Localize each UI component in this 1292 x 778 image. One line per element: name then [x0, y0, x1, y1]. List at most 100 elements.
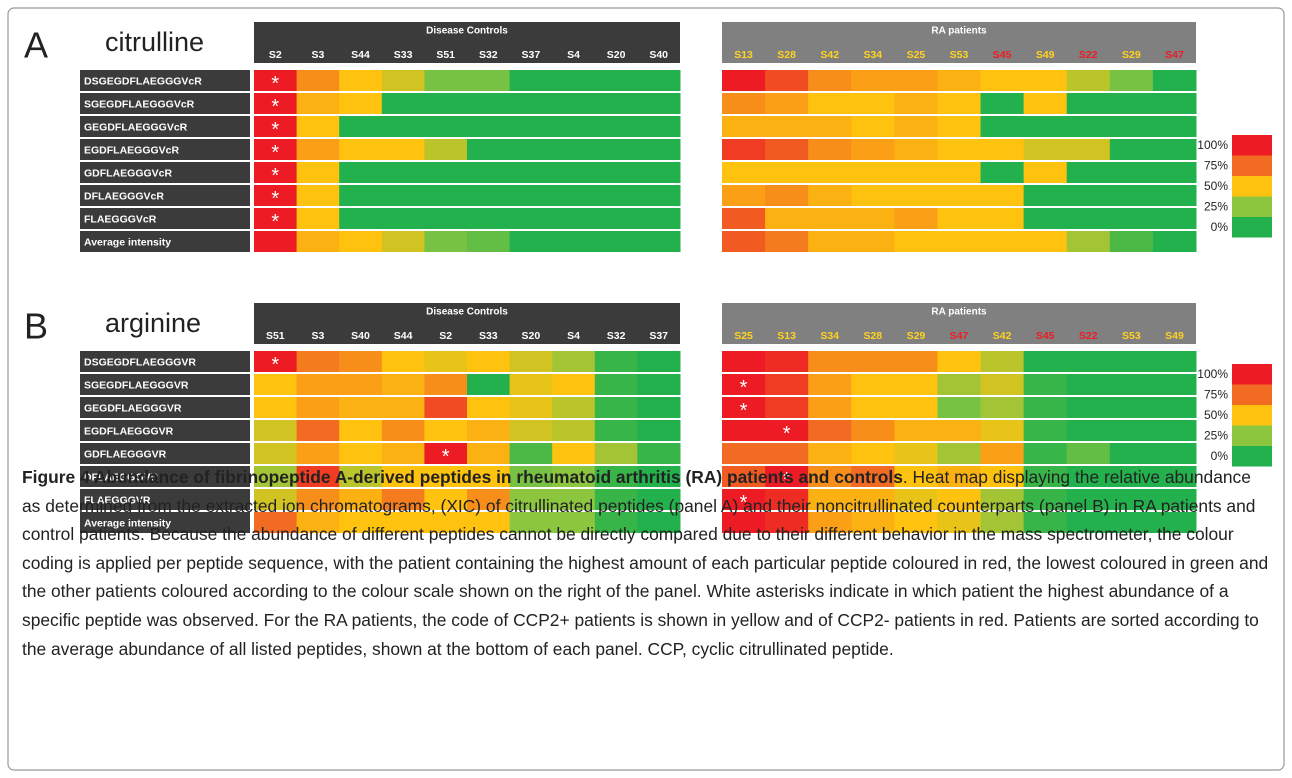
- heat-cell: [808, 162, 852, 183]
- heat-cell: [1109, 374, 1154, 395]
- heat-cell: [424, 420, 468, 441]
- heat-cell: [552, 231, 596, 252]
- row-label: DSGEGDFLAEGGGVR: [84, 356, 196, 368]
- heat-cell: [980, 512, 1025, 533]
- heat-cell: [552, 162, 596, 183]
- heat-cell: [1023, 231, 1068, 252]
- patient-code: S22: [1079, 49, 1098, 61]
- heat-cell: [509, 231, 553, 252]
- heat-cell: [894, 512, 938, 533]
- patient-code: S2: [269, 49, 282, 61]
- patient-code: S42: [993, 330, 1012, 342]
- heat-cell: [339, 351, 383, 372]
- heat-cell: [1109, 420, 1154, 441]
- heat-cell: [1066, 397, 1111, 418]
- heat-cell: [894, 231, 938, 252]
- heat-cell: [1109, 208, 1154, 229]
- heat-cell: [1023, 93, 1068, 114]
- heat-cell: [552, 139, 596, 160]
- heat-cell: [424, 489, 468, 510]
- colorbar-label: 0%: [1211, 449, 1229, 463]
- row-label-box: [80, 397, 250, 418]
- heat-cell: [1066, 489, 1111, 510]
- heat-cell: [424, 185, 468, 206]
- heat-cell: [1109, 93, 1154, 114]
- heat-cell: [552, 70, 596, 91]
- heat-cell: [808, 397, 852, 418]
- heat-cell: [1152, 489, 1197, 510]
- heat-cell: [1066, 139, 1111, 160]
- heat-cell: [765, 116, 809, 137]
- heat-cell: [1066, 374, 1111, 395]
- heat-cell: [637, 70, 681, 91]
- heat-cell: [296, 374, 340, 395]
- heat-cell: [254, 443, 298, 464]
- asterisk: *: [271, 354, 279, 376]
- row-label: DSGEGDFLAEGGGVcR: [84, 75, 202, 87]
- patient-code: S4: [567, 49, 580, 61]
- heat-cell: [467, 512, 511, 533]
- heat-cell: [381, 351, 425, 372]
- heat-cell: [1066, 162, 1111, 183]
- heat-cell: [594, 512, 638, 533]
- heat-cell: [339, 139, 383, 160]
- heat-cell: [722, 420, 766, 441]
- patient-code: S33: [394, 49, 413, 61]
- heat-cell: [424, 512, 468, 533]
- row-label-box: [80, 139, 250, 160]
- patient-code: S29: [907, 330, 926, 342]
- heat-cell: [296, 93, 340, 114]
- row-label-box: [80, 231, 250, 252]
- heat-cell: [765, 466, 809, 487]
- frame: [7, 7, 1285, 771]
- heat-cell: [1023, 208, 1068, 229]
- heat-cell: [1066, 512, 1111, 533]
- patient-code: S13: [777, 330, 796, 342]
- heat-cell: [296, 139, 340, 160]
- heat-cell: [1152, 374, 1197, 395]
- heat-cell: [722, 162, 766, 183]
- patient-code: S37: [649, 330, 668, 342]
- heat-cell: [851, 489, 895, 510]
- patient-code: S51: [436, 49, 455, 61]
- heat-cell: [851, 139, 895, 160]
- heat-cell: [254, 374, 298, 395]
- patient-code: S2: [439, 330, 452, 342]
- colorbar-label: 100%: [1197, 367, 1228, 381]
- patient-code: S28: [863, 330, 882, 342]
- colorbar-label: 75%: [1204, 388, 1228, 402]
- asterisk: *: [783, 469, 791, 491]
- heat-cell: [509, 116, 553, 137]
- heat-cell: [637, 351, 681, 372]
- heat-cell: [1152, 162, 1197, 183]
- heat-cell: [637, 208, 681, 229]
- heat-cell: [808, 70, 852, 91]
- heat-cell: [1152, 420, 1197, 441]
- asterisk: *: [271, 96, 279, 118]
- heat-cell: [467, 397, 511, 418]
- heat-cell: [594, 397, 638, 418]
- patient-code: S53: [950, 49, 969, 61]
- heat-cell: [552, 397, 596, 418]
- heat-cell: [594, 231, 638, 252]
- heat-cell: [937, 489, 982, 510]
- heat-cell: [339, 162, 383, 183]
- heat-cell: [722, 139, 766, 160]
- heat-cell: [722, 443, 766, 464]
- heat-cell: [467, 231, 511, 252]
- heat-cell: [894, 208, 938, 229]
- heat-cell: [637, 489, 681, 510]
- asterisk: *: [740, 377, 748, 399]
- heat-cell: [339, 93, 383, 114]
- heat-cell: [254, 466, 298, 487]
- heat-cell: [765, 397, 809, 418]
- heat-cell: [594, 93, 638, 114]
- heat-cell: [765, 162, 809, 183]
- heat-cell: [1109, 397, 1154, 418]
- heat-cell: [980, 208, 1025, 229]
- heat-cell: [1023, 374, 1068, 395]
- heat-cell: [1066, 208, 1111, 229]
- heat-cell: [339, 397, 383, 418]
- heat-cell: [509, 420, 553, 441]
